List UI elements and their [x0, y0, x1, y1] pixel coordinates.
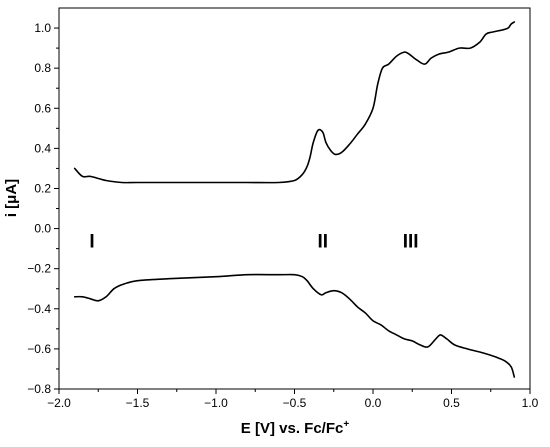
y-tick-label: 1.0	[34, 21, 51, 35]
y-tick-label: 0.6	[34, 101, 51, 115]
x-tick-label: −0.5	[283, 396, 307, 410]
region-label: II	[317, 232, 328, 253]
x-tick-label: −1.5	[126, 396, 150, 410]
axis-ticks	[54, 27, 531, 394]
annotations: I II III	[89, 232, 418, 253]
x-axis-title-text: E [V] vs. Fc/Fc	[241, 420, 344, 437]
y-tick-label: −0.8	[27, 382, 51, 396]
y-tick-label: −0.6	[27, 342, 51, 356]
x-tick-label: 1.0	[522, 396, 539, 410]
y-tick-label: 0.2	[34, 181, 51, 195]
y-tick-label: 0.8	[34, 61, 51, 75]
series-upper-curve	[73, 21, 516, 184]
x-axis-title: E [V] vs. Fc/Fc+	[241, 419, 350, 437]
region-label: III	[403, 232, 419, 253]
series-lower-curve	[73, 273, 516, 378]
x-tick-label: −2.0	[47, 396, 71, 410]
x-tick-label: 0.5	[443, 396, 460, 410]
x-tick-label: 0.0	[365, 396, 382, 410]
y-tick-label: 0.0	[34, 222, 51, 236]
y-tick-label: −0.4	[27, 302, 51, 316]
y-tick-label: −0.2	[27, 262, 51, 276]
x-tick-label: −1.0	[204, 396, 228, 410]
y-axis-title: i [μA]	[3, 179, 20, 217]
region-label: I	[89, 232, 94, 253]
data-series	[73, 21, 516, 378]
y-tick-label: 0.4	[34, 141, 51, 155]
plot-frame	[58, 7, 531, 390]
axis-tick-labels: −2.0 −1.5 −1.0 −0.5 0.0 0.5 1.0 −0.8 −0.6 −0.4 −0.…	[27, 21, 538, 410]
x-axis-title-superscript: +	[343, 419, 349, 430]
